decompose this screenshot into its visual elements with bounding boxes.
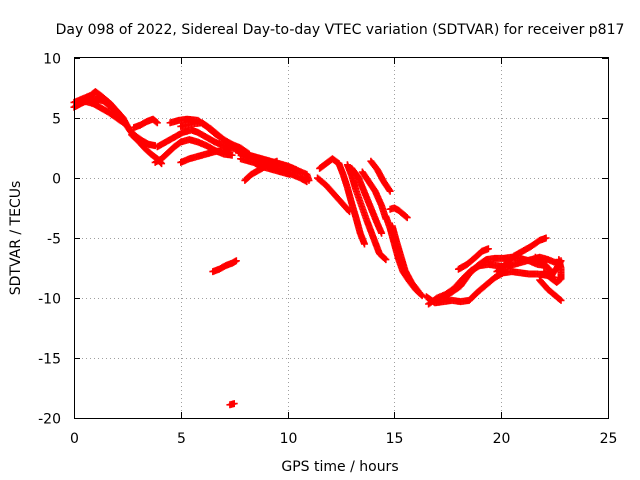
x-axis-label: GPS time / hours — [281, 459, 398, 475]
data-point — [378, 229, 386, 237]
data-point — [418, 292, 426, 300]
data-point — [382, 256, 390, 264]
data-point — [223, 138, 231, 146]
series-track-19 — [343, 161, 390, 264]
data-point — [386, 187, 394, 195]
y-axis-ticks: -20 -15 -10 -5 0 5 10 — [38, 52, 608, 428]
series-track-9 — [177, 119, 232, 147]
data-point — [360, 240, 368, 248]
y-axis-label: SDTVAR / TECUs — [8, 181, 24, 296]
data-point — [385, 186, 393, 194]
series-track-32 — [536, 276, 565, 304]
data-point — [286, 170, 294, 178]
data-point — [226, 149, 234, 157]
data-point — [152, 118, 160, 126]
data-point — [417, 291, 425, 299]
chart-title: Day 098 of 2022, Sidereal Day-to-day VTE… — [56, 22, 625, 38]
data-point — [403, 214, 411, 222]
data-point — [557, 296, 565, 304]
data-point — [120, 119, 128, 127]
series-track-10 — [177, 146, 234, 166]
data-point — [414, 287, 422, 295]
series-track-18 — [335, 160, 368, 248]
grid-layer — [74, 58, 608, 418]
data-point — [402, 213, 410, 221]
series-track-29 — [454, 245, 492, 273]
data-point — [292, 166, 300, 174]
x-tick-label: 5 — [177, 431, 186, 447]
y-tick-label: -15 — [38, 352, 61, 368]
series-track-22 — [367, 157, 394, 195]
y-tick-label: 5 — [52, 112, 61, 128]
data-point — [555, 256, 563, 264]
series-track-25 — [388, 222, 422, 295]
y-tick-label: 10 — [43, 52, 61, 68]
data-point — [303, 178, 311, 186]
x-tick-label: 10 — [280, 431, 298, 447]
series-track-3 — [72, 97, 129, 128]
series-track-5 — [130, 115, 161, 132]
series-track-30 — [493, 234, 550, 276]
data-point — [556, 296, 564, 303]
series-track-34 — [209, 257, 240, 276]
y-tick-label: -20 — [38, 412, 61, 428]
data-points — [70, 88, 565, 409]
series-track-35 — [226, 400, 238, 409]
data-point — [224, 139, 232, 147]
x-tick-label: 25 — [600, 431, 618, 447]
data-point — [273, 157, 281, 165]
y-tick-label: -10 — [38, 292, 61, 308]
series-track-21 — [358, 168, 390, 223]
data-point — [484, 245, 492, 253]
x-tick-label: 0 — [70, 431, 79, 447]
y-tick-label: 0 — [52, 172, 61, 188]
x-tick-label: 15 — [386, 431, 404, 447]
data-point — [542, 234, 550, 242]
series-track-23 — [386, 204, 411, 222]
data-point — [413, 286, 421, 294]
series-track-15 — [252, 160, 294, 178]
y-tick-label: -5 — [47, 232, 61, 248]
data-point — [153, 119, 161, 127]
data-point — [121, 120, 129, 128]
data-point — [381, 255, 389, 263]
data-point — [232, 257, 240, 265]
series-track-33 — [540, 256, 565, 286]
series-track-16 — [314, 174, 354, 216]
series-track-20 — [348, 164, 386, 237]
data-point — [230, 400, 238, 408]
plot-frame — [74, 57, 609, 419]
x-tick-label: 20 — [493, 431, 511, 447]
series-track-28 — [440, 253, 550, 302]
